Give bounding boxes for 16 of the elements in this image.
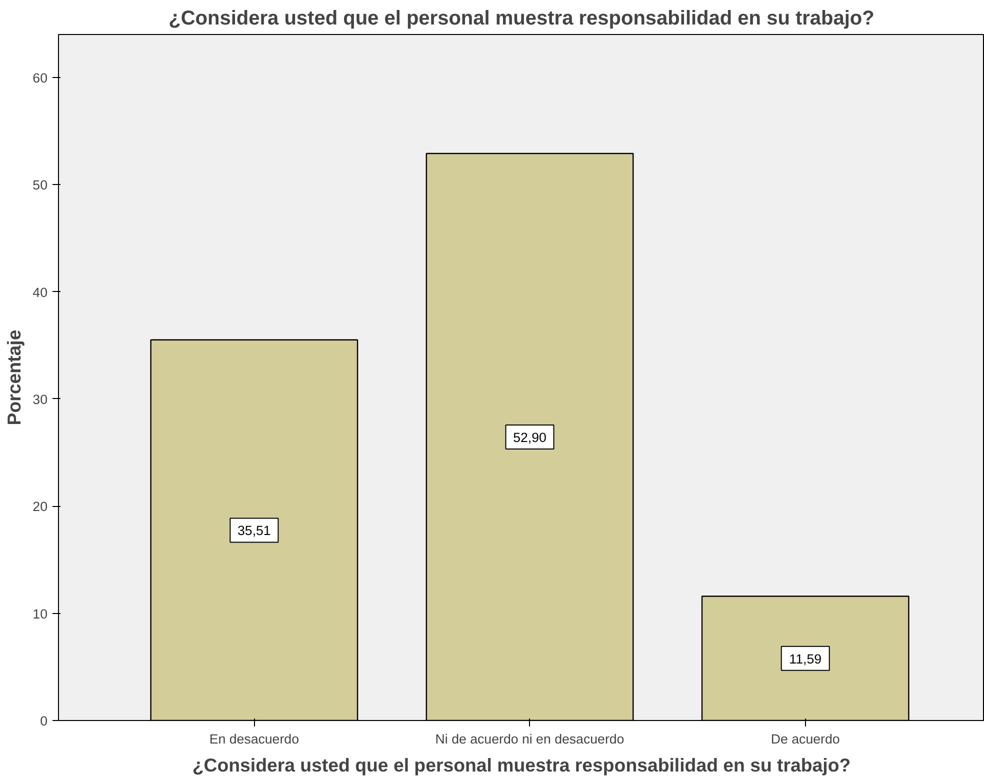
data-label: 35,51 [237,523,271,538]
data-label: 52,90 [513,430,546,445]
x-tick-label: Ni de acuerdo ni en desacuerdo [435,732,624,746]
x-axis-title: ¿Considera usted que el personal muestra responsabilidad en su trabajo? [192,754,851,776]
y-tick-label: 40 [32,284,48,300]
y-tick-label: 60 [32,70,48,86]
x-tick-label: De acuerdo [770,732,840,746]
y-axis-title: Porcentaje [4,330,25,426]
y-tick-label: 20 [32,499,48,514]
data-label: 11,59 [789,651,822,666]
y-tick-label: 50 [32,178,48,193]
x-tick-label: En desacuerdo [209,732,300,746]
y-tick-label: 0 [40,714,48,728]
chart-title: ¿Considera usted que el personal muestra responsabilidad en su trabajo? [168,8,874,30]
y-tick-label: 30 [32,392,48,407]
y-tick-label: 10 [32,606,48,622]
